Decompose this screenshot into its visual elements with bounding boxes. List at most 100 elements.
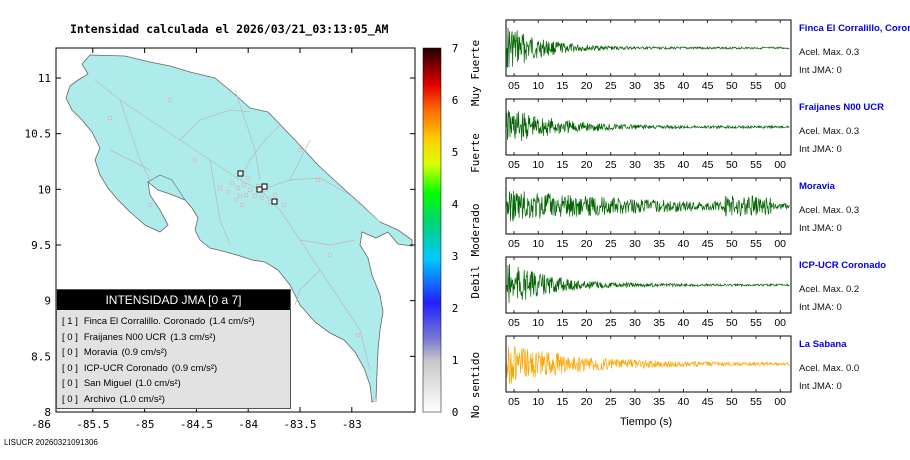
- seismogram-tick-label: 55: [750, 317, 762, 329]
- legend-value: (0.9 cm/s²): [171, 362, 218, 374]
- seismogram-tick-label: 40: [678, 159, 690, 171]
- gulf-nicoya: [147, 174, 186, 201]
- seismogram-panel: 05 10 15 20 25 30 35 40 45 50 55 00: [505, 256, 792, 329]
- seismogram-tick-label: 15: [557, 159, 569, 171]
- seismogram-tick-label: 35: [653, 317, 665, 329]
- legend-station: San Miguel: [83, 378, 132, 389]
- station-name: Moravia: [799, 181, 835, 192]
- map-ytick-label: 8.5: [31, 350, 51, 363]
- seismogram-tick-label: 50: [726, 238, 738, 250]
- seismogram-tick-label: 45: [702, 238, 714, 250]
- seismogram-tick-label: 50: [726, 80, 738, 92]
- colorbar-tick-label: 7: [452, 42, 459, 55]
- seismogram-tick-label: 45: [702, 396, 714, 408]
- footer-id: LISUCR 20260321091306: [4, 438, 98, 447]
- station-intensity: Int JMA: 0: [799, 381, 842, 392]
- legend-level: [ 0 ]: [62, 393, 78, 405]
- map-ytick-label: 10.5: [25, 128, 52, 141]
- colorbar-tick-label: 0: [452, 406, 459, 419]
- colorbar-levels: Muy Fuerte Fuerte Moderado Debil No sentido: [469, 40, 482, 418]
- seismogram-tick-label: 40: [678, 80, 690, 92]
- seismogram-tick-label: 00: [774, 238, 786, 250]
- seismogram-tick-label: 00: [774, 159, 786, 171]
- seismogram-trace: [506, 190, 790, 222]
- seismogram-tick-label: 50: [726, 396, 738, 408]
- legend-row: [ 0 ] ICP-UCR Coronado (0.9 cm/s²): [57, 361, 290, 377]
- seismogram-tick-label: 15: [557, 80, 569, 92]
- legend-value: (1.4 cm/s²): [209, 316, 255, 327]
- colorbar-level-label: Moderado: [469, 204, 482, 257]
- seismogram-tick-label: 30: [629, 238, 641, 250]
- map-xtick-label: -84: [238, 418, 258, 431]
- seismogram-tick-label: 00: [774, 317, 786, 329]
- seismogram-tick-label: 40: [678, 396, 690, 408]
- map-xtick-label: -86: [31, 418, 51, 431]
- colorbar-level-label: No sentido: [469, 352, 482, 418]
- seismogram-tick-label: 25: [605, 80, 617, 92]
- legend-station: Finca El Corralillo. Coronado: [83, 316, 206, 327]
- seismogram-tick-label: 10: [532, 238, 544, 250]
- seismogram-panels: 05 10 15 20 25 30 35 40 45 50 55 00 05 10 15 20 25 30 35 40…: [505, 19, 792, 408]
- legend-row: [ 0 ] San Miguel (1.0 cm/s²): [57, 376, 290, 392]
- legend-rows: [ 1 ] Finca El Corralillo. Coronado (1.4 c…: [57, 314, 290, 407]
- seismogram-tick-label: 45: [702, 80, 714, 92]
- seismogram-trace: [506, 110, 790, 142]
- seismogram-tick-label: 05: [508, 396, 520, 408]
- colorbar-tick-label: 5: [452, 146, 459, 159]
- colorbar-scale: [422, 47, 442, 413]
- legend-value: (1.0 cm/s²): [119, 393, 165, 405]
- colorbar-tick-label: 3: [452, 250, 459, 263]
- colorbar-ticks: 7 6 5 4 3 2 1 0: [452, 42, 459, 419]
- seismogram-tick-label: 20: [581, 80, 593, 92]
- x-axis-label: Tiempo (s): [620, 416, 673, 428]
- seismogram-tick-label: 20: [581, 317, 593, 329]
- map-ytick-label: 10: [38, 183, 51, 196]
- seismogram-trace: [506, 345, 790, 385]
- colorbar-level-label: Muy Fuerte: [469, 40, 482, 106]
- colorbar-level-label: Debil: [469, 265, 482, 298]
- seismogram-tick-label: 10: [532, 317, 544, 329]
- legend-row: [ 0 ] Archivo (1.0 cm/s²): [57, 392, 290, 408]
- seismogram-tick-label: 10: [532, 80, 544, 92]
- station-intensity: Int JMA: 0: [799, 223, 842, 234]
- seismogram-tick-label: 00: [774, 80, 786, 92]
- colorbar-tick-label: 1: [452, 354, 459, 367]
- seismogram-tick-label: 05: [508, 238, 520, 250]
- colorbar-tick-label: 4: [452, 198, 459, 211]
- seismogram-tick-label: 15: [557, 317, 569, 329]
- legend-header: INTENSIDAD JMA [0 a 7]: [57, 290, 290, 310]
- seismogram-tick-label: 05: [508, 159, 520, 171]
- seismogram-tick-label: 30: [629, 159, 641, 171]
- seismogram-tick-label: 30: [629, 80, 641, 92]
- seismogram-tick-label: 05: [508, 80, 520, 92]
- station-accel: Acel. Max. 0.3: [799, 126, 860, 137]
- seismogram-tick-label: 40: [678, 238, 690, 250]
- intensity-legend: INTENSIDAD JMA [0 a 7] [ 1 ] Finca El Cor…: [56, 289, 291, 409]
- seismogram-tick-label: 20: [581, 159, 593, 171]
- legend-value: (0.9 cm/s²): [121, 347, 168, 358]
- legend-level: [ 0 ]: [62, 362, 78, 374]
- colorbar-level-label: Fuerte: [469, 133, 482, 173]
- map-xtick-label: -83.5: [283, 418, 316, 431]
- seismogram-tick-label: 25: [605, 396, 617, 408]
- seismogram-tick-label: 35: [653, 396, 665, 408]
- seismogram-tick-label: 55: [750, 238, 762, 250]
- seismogram-tick-label: 55: [750, 396, 762, 408]
- legend-level: [ 1 ]: [62, 316, 78, 327]
- seismogram-tick-label: 15: [557, 396, 569, 408]
- legend-level: [ 0 ]: [62, 378, 78, 389]
- seismogram-panel: 05 10 15 20 25 30 35 40 45 50 55 00: [505, 335, 792, 408]
- legend-station: Moravia: [83, 347, 118, 358]
- legend-station: ICP-UCR Coronado: [83, 362, 168, 374]
- station-intensity: Int JMA: 0: [799, 65, 842, 76]
- legend-level: [ 0 ]: [62, 331, 78, 343]
- legend-value: (1.0 cm/s²): [135, 378, 181, 389]
- seismogram-tick-label: 55: [750, 159, 762, 171]
- legend-row: [ 0 ] Moravia (0.9 cm/s²): [57, 345, 290, 361]
- map-xtick-label: -84.5: [180, 418, 213, 431]
- map-ytick-label: 9.5: [31, 239, 51, 252]
- station-accel: Acel. Max. 0.0: [799, 363, 860, 374]
- legend-row: [ 1 ] Finca El Corralillo. Coronado (1.4 c…: [57, 314, 290, 330]
- legend-level: [ 0 ]: [62, 347, 78, 358]
